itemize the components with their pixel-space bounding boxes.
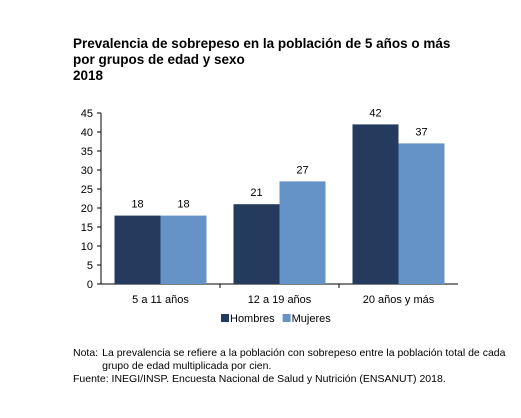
data-label: 18 (131, 199, 143, 211)
source-text: Fuente: INEGI/INSP. Encuesta Nacional de… (73, 373, 446, 385)
y-tick-label: 15 (81, 222, 93, 234)
chart-title-line-2: por grupos de edad y sexo (73, 52, 245, 67)
data-label: 37 (415, 126, 427, 138)
y-tick-label: 30 (81, 165, 93, 177)
chart-title-line-3: 2018 (73, 68, 104, 83)
y-tick-label: 10 (81, 241, 93, 253)
note-text: La prevalencia se refiere a la población… (102, 347, 506, 372)
chart-footnote: Nota: La prevalencia se refiere a la pob… (73, 347, 513, 386)
legend-swatch-mujeres (282, 314, 291, 322)
x-tick-label: 20 años y más (363, 294, 435, 306)
legend-label-mujeres: Mujeres (292, 313, 332, 325)
y-tick-label: 5 (87, 260, 93, 272)
chart-title: Prevalencia de sobrepeso en la población… (73, 36, 503, 84)
y-tick-label: 40 (81, 127, 93, 139)
x-tick-label: 5 a 11 años (132, 294, 189, 306)
data-label: 42 (369, 107, 381, 119)
x-tick-label: 12 a 19 años (248, 294, 312, 306)
bar-mujeres-2 (279, 181, 326, 284)
y-tick-label: 35 (81, 146, 93, 158)
note-label: Nota: (73, 347, 99, 359)
y-tick-label: 20 (81, 203, 93, 215)
data-label: 27 (296, 164, 308, 176)
bar-hombres-2 (233, 204, 280, 284)
y-tick-label: 0 (87, 279, 93, 291)
y-tick-label: 25 (81, 184, 93, 196)
chart-title-line-1: Prevalencia de sobrepeso en la población… (73, 36, 451, 51)
legend-label-hombres: Hombres (230, 313, 275, 325)
bar-mujeres-1 (160, 215, 207, 284)
bar-mujeres-3 (398, 143, 445, 284)
legend-swatch-hombres (221, 314, 229, 322)
bar-hombres-1 (114, 215, 161, 284)
bar-hombres-3 (352, 124, 399, 285)
data-label: 18 (177, 199, 189, 211)
y-tick-label: 45 (81, 108, 93, 120)
data-label: 21 (250, 187, 262, 199)
